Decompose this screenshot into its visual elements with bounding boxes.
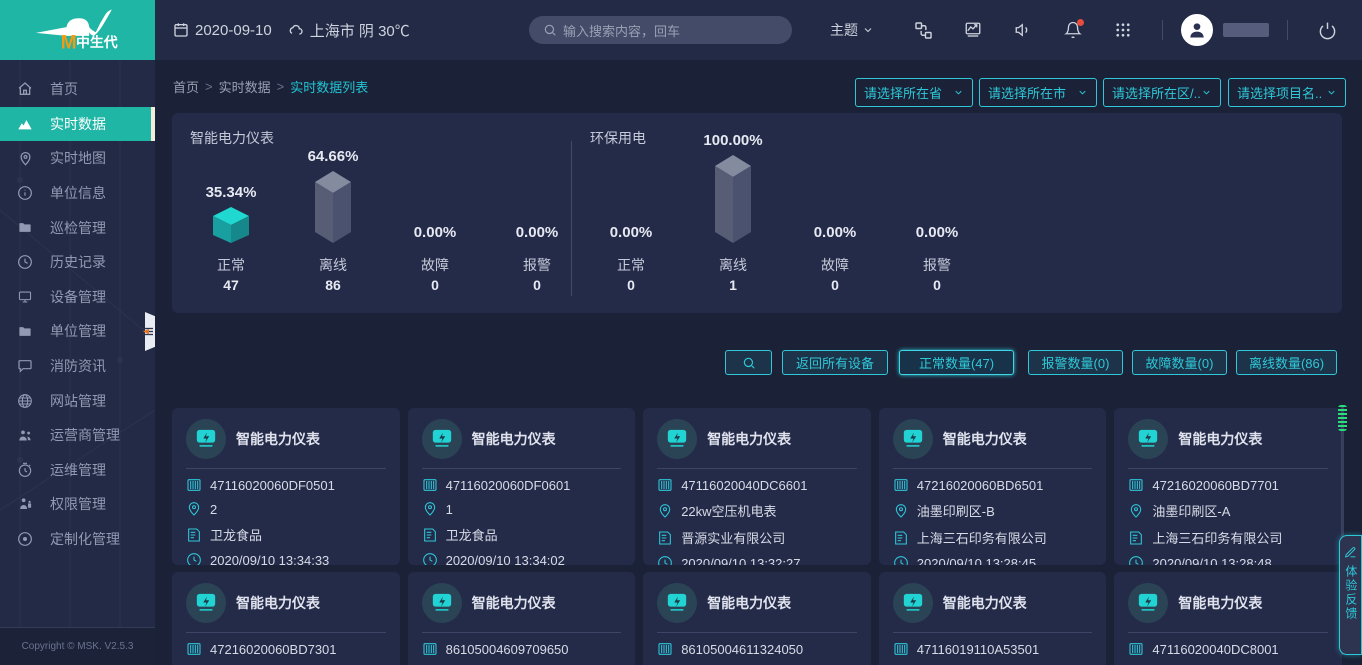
svg-text:M: M [61,32,77,53]
svg-text:中生代: 中生代 [76,34,118,50]
